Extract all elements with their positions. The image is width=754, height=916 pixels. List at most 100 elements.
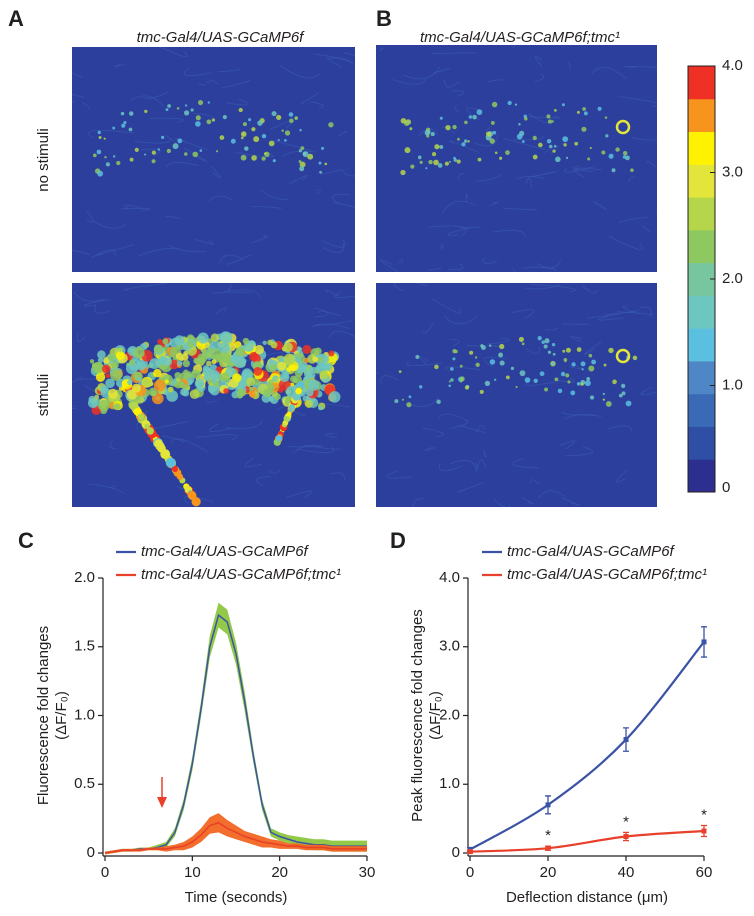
signal bbox=[464, 385, 470, 390]
marker bbox=[545, 845, 551, 851]
fiber bbox=[607, 425, 633, 433]
signal bbox=[476, 109, 483, 116]
signal bbox=[450, 378, 454, 382]
signal bbox=[182, 359, 190, 368]
fiber bbox=[337, 131, 347, 137]
signal bbox=[160, 135, 165, 140]
fiber bbox=[287, 445, 324, 448]
signal bbox=[561, 103, 565, 107]
signal bbox=[177, 340, 183, 346]
fiber bbox=[288, 174, 308, 185]
signal bbox=[206, 360, 212, 367]
fiber bbox=[285, 490, 313, 499]
fiber bbox=[537, 490, 565, 499]
row-label: no stimuli bbox=[35, 128, 52, 191]
fiber bbox=[272, 140, 317, 153]
signal bbox=[96, 149, 102, 155]
fiber bbox=[72, 72, 83, 79]
fiber bbox=[433, 67, 451, 74]
signal bbox=[194, 378, 205, 389]
signal bbox=[459, 376, 465, 382]
signal bbox=[288, 112, 294, 117]
signal bbox=[209, 340, 222, 352]
signal bbox=[165, 108, 169, 112]
signal bbox=[202, 366, 212, 376]
signal bbox=[584, 380, 591, 387]
fiber bbox=[459, 424, 486, 434]
fiber bbox=[225, 98, 249, 106]
legend-label: tmc-Gal4/UAS-GCaMP6f bbox=[141, 543, 310, 560]
signal bbox=[409, 127, 413, 131]
signal bbox=[319, 170, 322, 174]
signal bbox=[576, 110, 580, 114]
signal bbox=[104, 156, 107, 159]
signal bbox=[279, 372, 290, 383]
signal bbox=[207, 101, 211, 104]
fiber bbox=[168, 245, 206, 253]
row-label: stimuli bbox=[35, 374, 52, 417]
signal bbox=[179, 356, 184, 362]
fiber bbox=[171, 438, 209, 453]
fiber bbox=[162, 435, 185, 443]
signal bbox=[195, 121, 201, 127]
fiber bbox=[325, 432, 338, 439]
signal bbox=[582, 107, 586, 111]
x-axis-label: Deflection distance (μm) bbox=[506, 889, 668, 906]
fiber bbox=[536, 259, 562, 269]
colorbar-band bbox=[688, 164, 715, 198]
fiber bbox=[512, 458, 539, 469]
signal bbox=[248, 118, 252, 122]
signal bbox=[298, 149, 302, 153]
signal bbox=[621, 391, 626, 396]
error-band bbox=[105, 602, 367, 855]
signal bbox=[190, 108, 194, 112]
fiber bbox=[322, 242, 344, 253]
fiber bbox=[529, 115, 561, 119]
line bbox=[469, 829, 705, 853]
fiber bbox=[316, 189, 321, 195]
fiber bbox=[449, 339, 460, 347]
fiber bbox=[442, 200, 477, 214]
fiber bbox=[210, 165, 222, 179]
fiber bbox=[457, 482, 484, 493]
signal bbox=[537, 336, 542, 341]
signal bbox=[184, 104, 188, 107]
fiber bbox=[398, 258, 404, 263]
fiber bbox=[457, 172, 464, 182]
signal bbox=[176, 360, 183, 366]
signal bbox=[605, 134, 609, 138]
signal bbox=[565, 347, 571, 353]
signal bbox=[241, 358, 247, 364]
fiber bbox=[564, 413, 602, 420]
signal bbox=[546, 114, 551, 119]
fiber bbox=[574, 167, 603, 178]
fiber bbox=[438, 413, 469, 422]
fiber bbox=[88, 129, 134, 139]
signal bbox=[601, 150, 606, 155]
signal bbox=[197, 100, 204, 106]
fiber bbox=[165, 215, 181, 220]
fiber bbox=[544, 326, 559, 331]
signal bbox=[434, 364, 439, 370]
signal bbox=[541, 340, 546, 344]
fiber bbox=[72, 94, 85, 104]
signal bbox=[448, 384, 451, 388]
fiber bbox=[300, 92, 320, 104]
colorbar-tick-label: 4.0 bbox=[722, 57, 743, 74]
signal bbox=[560, 371, 566, 377]
signal bbox=[195, 115, 201, 121]
signal bbox=[97, 357, 104, 363]
fiber bbox=[451, 90, 465, 97]
signal bbox=[300, 146, 305, 151]
fiber bbox=[483, 356, 507, 368]
signal bbox=[618, 393, 623, 398]
fiber bbox=[142, 91, 169, 99]
fiber bbox=[89, 483, 125, 494]
fiber bbox=[422, 427, 444, 438]
fiber bbox=[86, 210, 94, 223]
signal bbox=[309, 372, 316, 379]
fiber bbox=[482, 258, 498, 265]
signal bbox=[292, 393, 300, 401]
fiber bbox=[511, 309, 535, 319]
signal bbox=[218, 342, 230, 354]
